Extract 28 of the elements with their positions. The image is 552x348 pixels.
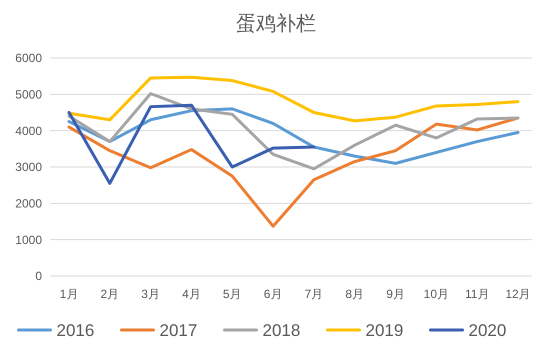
y-tick-label: 1000 [15,232,42,247]
x-tick-label: 2月 [100,287,120,301]
legend-label: 2016 [56,320,94,340]
x-tick-label: 6月 [264,287,282,301]
legend-label: 2017 [160,320,198,340]
legend-label: 2018 [262,320,300,340]
line-series [68,104,316,185]
legend-label: 2019 [366,320,404,340]
x-tick-label: 1月 [60,287,78,301]
legend-label: 2020 [468,320,506,340]
y-tick-label: 4000 [15,124,42,138]
x-tick-label: 11月 [464,287,490,301]
x-tick-label: 12月 [505,287,531,301]
x-tick-label: 5月 [222,287,242,301]
line-series [68,92,520,170]
y-tick-label: 0 [35,269,42,284]
y-tick-label: 2000 [15,196,42,211]
y-tick-label: 5000 [15,88,42,102]
x-tick-label: 10月 [424,287,450,301]
x-tick-label: 3月 [141,287,160,301]
chart-title: 蛋鸡补栏 [236,13,316,35]
x-tick-label: 7月 [304,287,324,301]
y-tick-label: 6000 [15,51,42,66]
x-tick-label: 4月 [182,287,201,301]
x-tick-label: 9月 [386,287,405,301]
line-series [68,76,520,122]
x-tick-label: 8月 [345,287,364,301]
y-tick-label: 3000 [15,160,42,174]
